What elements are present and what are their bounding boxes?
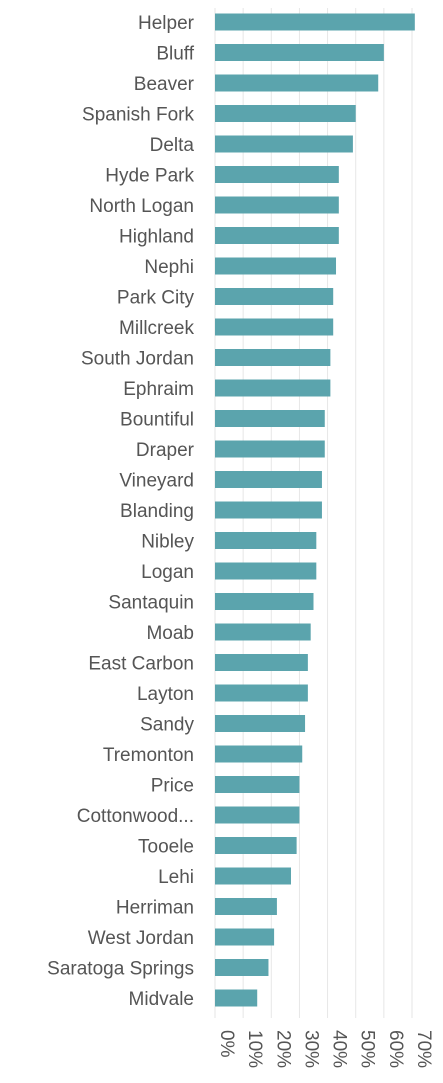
bar bbox=[215, 623, 311, 641]
category-label: Blanding bbox=[120, 501, 194, 522]
bar bbox=[215, 105, 356, 122]
bar bbox=[215, 349, 331, 366]
category-label: Sandy bbox=[140, 715, 194, 736]
bar bbox=[215, 684, 308, 702]
category-label: South Jordan bbox=[81, 349, 194, 370]
bar bbox=[215, 471, 322, 488]
bar bbox=[215, 837, 297, 854]
bar bbox=[215, 959, 269, 976]
x-tick-label: 50% bbox=[357, 1030, 378, 1068]
bar bbox=[215, 898, 277, 915]
x-axis-tick-labels: 0% 10% 20% 30% 40% 50% 60% 70% bbox=[216, 1030, 434, 1068]
bar bbox=[215, 196, 339, 214]
bar bbox=[215, 501, 322, 519]
category-label: Millcreek bbox=[119, 318, 194, 339]
category-label: Tooele bbox=[138, 837, 194, 858]
category-label: Saratoga Springs bbox=[47, 959, 194, 980]
bar bbox=[215, 410, 325, 427]
category-label: Ephraim bbox=[123, 379, 194, 400]
bar bbox=[215, 379, 331, 397]
x-tick-label: 20% bbox=[272, 1030, 293, 1068]
category-label: Spanish Fork bbox=[82, 105, 194, 126]
category-label: Hyde Park bbox=[105, 166, 194, 187]
category-label: Logan bbox=[141, 562, 194, 583]
category-label: North Logan bbox=[89, 196, 194, 217]
bar bbox=[215, 74, 379, 92]
category-label: Herriman bbox=[116, 898, 194, 919]
category-label: Lehi bbox=[158, 867, 194, 888]
category-label: Bountiful bbox=[120, 410, 194, 431]
bar bbox=[215, 715, 306, 732]
category-label: Santaquin bbox=[108, 593, 194, 614]
bar bbox=[215, 562, 317, 580]
category-label: Vineyard bbox=[119, 471, 194, 492]
bar bbox=[215, 532, 317, 549]
category-label: Delta bbox=[150, 135, 195, 156]
bar bbox=[215, 288, 334, 305]
bar bbox=[215, 776, 300, 793]
category-label: Bluff bbox=[156, 44, 194, 65]
bar bbox=[215, 318, 334, 336]
bar bbox=[215, 257, 337, 275]
category-label: Nibley bbox=[141, 532, 194, 553]
bar bbox=[215, 654, 308, 671]
category-label: Park City bbox=[117, 288, 195, 309]
bar bbox=[215, 44, 384, 61]
x-tick-label: 40% bbox=[329, 1030, 350, 1068]
bar bbox=[215, 745, 303, 763]
x-tick-label: 0% bbox=[216, 1030, 237, 1058]
category-label: Cottonwood... bbox=[77, 806, 194, 827]
category-label: Midvale bbox=[129, 989, 194, 1010]
category-label: Beaver bbox=[134, 74, 195, 95]
bar bbox=[215, 166, 339, 183]
bar bbox=[215, 989, 258, 1007]
category-label: West Jordan bbox=[88, 928, 194, 949]
category-labels: Helper Bluff Beaver Spanish Fork Delta Hyde P… bbox=[47, 13, 195, 1010]
category-label: Layton bbox=[137, 684, 194, 705]
x-tick-label: 30% bbox=[300, 1030, 321, 1068]
bars bbox=[215, 13, 415, 1007]
bar bbox=[215, 13, 415, 31]
bar bbox=[215, 440, 325, 458]
category-label: Nephi bbox=[144, 257, 194, 278]
x-tick-label: 10% bbox=[244, 1030, 265, 1068]
x-tick-label: 70% bbox=[413, 1030, 434, 1068]
category-label: East Carbon bbox=[88, 654, 194, 675]
category-label: Highland bbox=[119, 227, 194, 248]
category-label: Moab bbox=[146, 623, 194, 644]
bar bbox=[215, 867, 291, 885]
category-label: Draper bbox=[136, 440, 195, 461]
category-label: Price bbox=[151, 776, 194, 797]
bar bbox=[215, 135, 353, 153]
category-label: Tremonton bbox=[103, 745, 194, 766]
bar bbox=[215, 806, 300, 824]
bar bbox=[215, 227, 339, 244]
x-tick-label: 60% bbox=[385, 1030, 406, 1068]
category-label: Helper bbox=[138, 13, 195, 34]
bar bbox=[215, 928, 275, 946]
bar bbox=[215, 593, 314, 610]
